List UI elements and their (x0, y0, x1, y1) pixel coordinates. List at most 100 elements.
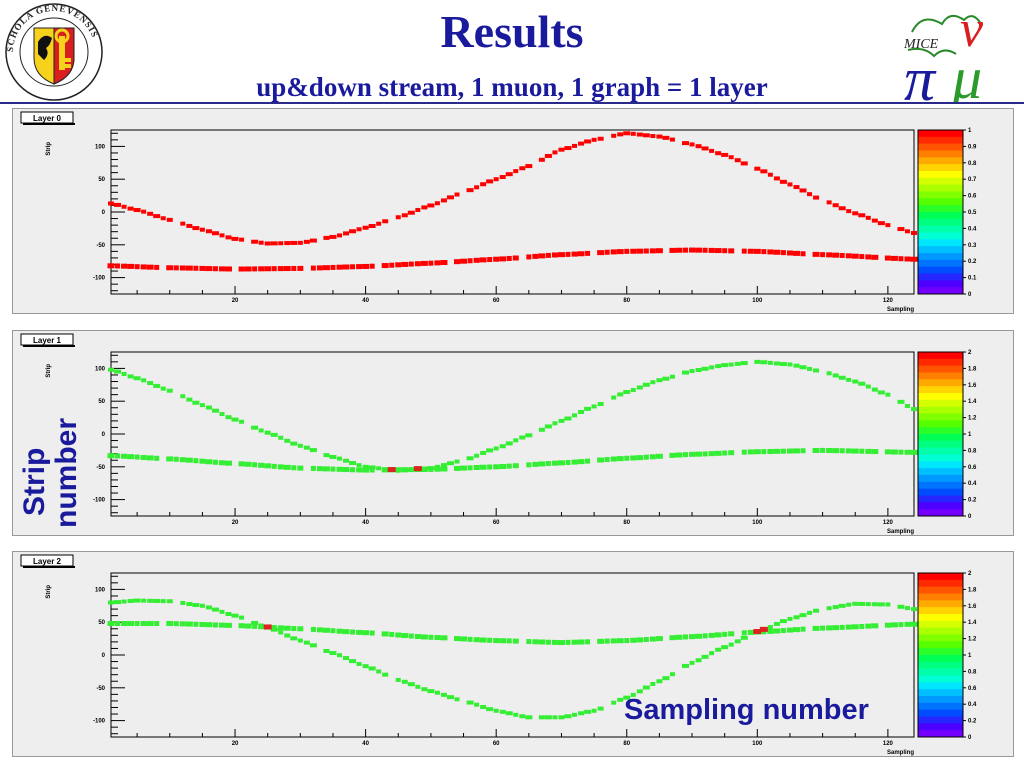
palette-cell (918, 399, 963, 408)
data-point (695, 247, 703, 253)
data-point (225, 266, 233, 272)
data-point (545, 461, 551, 467)
data-point (852, 211, 859, 216)
data-point (610, 456, 617, 462)
data-point (786, 250, 793, 256)
data-point (846, 377, 852, 382)
y-tick-label: -50 (96, 465, 105, 471)
data-point (910, 449, 918, 455)
data-point (740, 361, 748, 366)
layer-title: Layer 2 (33, 557, 62, 566)
palette-cell (918, 259, 963, 268)
data-point (858, 381, 866, 386)
data-point (636, 248, 644, 254)
data-point (480, 182, 487, 187)
palette-cell (918, 205, 963, 213)
data-point (656, 679, 663, 684)
data-point (761, 449, 767, 455)
data-point (564, 146, 572, 151)
data-point (486, 448, 494, 453)
data-point (408, 467, 414, 473)
y-tick-label: 50 (98, 177, 105, 183)
data-point (218, 266, 225, 272)
data-point (773, 249, 781, 255)
data-point (773, 361, 780, 366)
data-point (127, 263, 135, 269)
data-point (336, 264, 343, 270)
data-point (486, 707, 494, 712)
data-point (773, 176, 780, 181)
palette-cell (918, 253, 963, 261)
data-point (493, 708, 499, 713)
data-point (225, 622, 233, 628)
svg-text:π: π (904, 46, 937, 104)
data-point (238, 623, 245, 629)
data-point (526, 639, 532, 645)
data-point (133, 598, 141, 603)
palette-tick-label: 0 (968, 514, 972, 520)
data-point (290, 636, 298, 641)
data-point (473, 257, 480, 263)
data-point (656, 378, 663, 383)
palette-cell (918, 495, 963, 503)
data-point (728, 362, 734, 367)
layer-title-box: Layer 2 (20, 554, 75, 568)
data-point (297, 626, 304, 632)
data-point (852, 379, 859, 384)
palette-cell (918, 372, 963, 380)
data-point (865, 254, 872, 260)
data-point (813, 608, 820, 613)
data-point (767, 360, 773, 365)
y-tick-label: 50 (98, 399, 105, 405)
data-point (474, 185, 480, 190)
strip-caption-line: number (50, 418, 83, 528)
data-point (846, 602, 852, 607)
data-point (291, 465, 297, 471)
data-point (133, 208, 141, 213)
data-point (134, 621, 140, 627)
data-point (421, 205, 428, 210)
data-point (381, 631, 389, 637)
data-point (199, 265, 206, 271)
data-point (381, 263, 389, 269)
data-point (826, 625, 833, 631)
data-point (199, 227, 205, 232)
data-point (577, 639, 585, 645)
data-point (572, 413, 578, 418)
data-point (832, 448, 840, 454)
data-point (108, 367, 114, 372)
data-point (466, 456, 474, 461)
data-point (591, 404, 597, 409)
data-point (141, 378, 147, 383)
palette-cell (918, 365, 963, 373)
palette-tick-label: 1 (968, 653, 972, 659)
data-point (415, 684, 421, 689)
data-point (382, 219, 389, 224)
data-point (544, 715, 552, 720)
data-point (682, 370, 690, 375)
x-tick-label: 60 (493, 298, 500, 304)
data-point (630, 248, 637, 254)
series-points (107, 131, 918, 272)
y-tick-label: 50 (98, 620, 105, 626)
palette-cell (918, 434, 963, 442)
data-point (454, 192, 460, 197)
data-point (800, 448, 806, 454)
data-point (290, 441, 298, 446)
data-point (252, 462, 258, 468)
data-point (211, 607, 219, 612)
palette-tick-label: 0.8 (968, 448, 977, 454)
data-point (636, 455, 644, 461)
data-point (675, 452, 683, 458)
data-point (858, 601, 866, 606)
data-point (865, 215, 871, 220)
data-point-overlap (387, 467, 396, 473)
data-point (662, 376, 670, 381)
data-point (584, 709, 592, 714)
x-tick-label: 20 (232, 741, 239, 747)
data-point (297, 638, 303, 643)
data-point (185, 265, 193, 271)
x-tick-label: 20 (232, 520, 239, 526)
data-point (715, 364, 722, 369)
